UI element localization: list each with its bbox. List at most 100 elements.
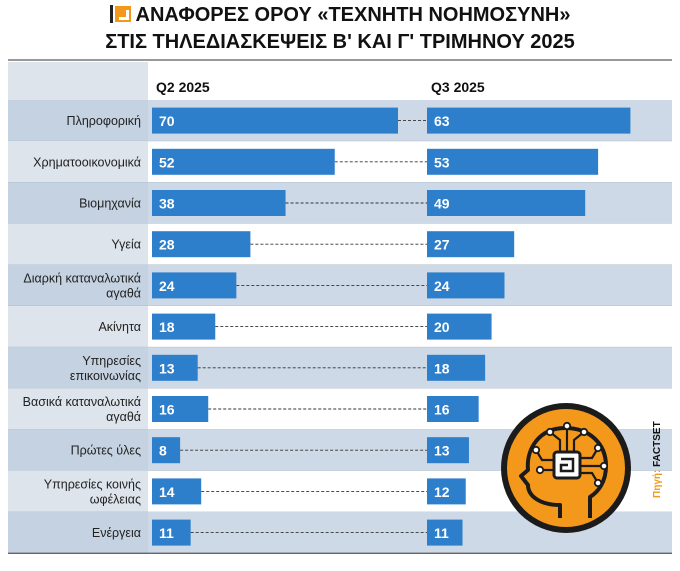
row-label-bg bbox=[8, 429, 148, 471]
bar-q3 bbox=[427, 519, 463, 546]
bar-q2 bbox=[152, 354, 198, 381]
title-line-2: ΣΤΙΣ ΤΗΛΕΔΙΑΣΚΕΨΕΙΣ Β' ΚΑΙ Γ' ΤΡΙΜΗΝΟΥ 2… bbox=[105, 31, 575, 53]
bar-value-label: 53 bbox=[434, 154, 450, 170]
bar-q2 bbox=[152, 190, 286, 216]
bar-q3 bbox=[427, 231, 515, 258]
category-label: Πληροφορική bbox=[67, 114, 141, 128]
icon-circuit-node bbox=[562, 421, 572, 431]
bar-value-label: 13 bbox=[434, 443, 450, 459]
category-label-line: Βιομηχανία bbox=[79, 197, 141, 211]
bar-q2 bbox=[152, 107, 398, 134]
source-prefix: Πηγή: bbox=[652, 469, 663, 498]
bar-q3 bbox=[427, 148, 599, 175]
row-label-bg bbox=[8, 306, 148, 348]
category-label-line: Υπηρεσίες bbox=[82, 354, 141, 368]
bar-value-label: 70 bbox=[159, 113, 175, 129]
bar-q2 bbox=[152, 396, 209, 422]
bar-q3 bbox=[427, 313, 492, 340]
icon-circuit-node bbox=[531, 445, 541, 455]
column-headers: Q2 2025 Q3 2025 bbox=[8, 59, 672, 554]
newspaper-logo-icon bbox=[109, 4, 132, 24]
row-label-bg bbox=[8, 512, 148, 554]
bar-value-label: 20 bbox=[434, 319, 450, 335]
bar-value-label: 38 bbox=[159, 196, 175, 212]
bar-q2 bbox=[152, 148, 335, 175]
bar-q2 bbox=[152, 519, 191, 546]
ai-brain-chip-icon bbox=[501, 403, 631, 533]
row-label-bg bbox=[8, 470, 148, 512]
category-label-line: Βασικά καταναλωτικά bbox=[23, 395, 141, 409]
category-label-line: Χρηματοοικονομικά bbox=[33, 155, 141, 169]
bar-q3 bbox=[427, 396, 479, 422]
bar-q3 bbox=[427, 107, 631, 134]
bar-value-label: 16 bbox=[434, 402, 450, 418]
icon-circuit-node bbox=[535, 465, 545, 475]
series-header-1: Q2 2025 bbox=[156, 79, 210, 95]
bar-value-label: 63 bbox=[434, 113, 450, 129]
category-label-line: Υπηρεσίες κοινής bbox=[44, 477, 141, 491]
bar-value-label: 8 bbox=[159, 443, 167, 459]
bar-value-label: 11 bbox=[159, 525, 174, 541]
bar-value-label: 28 bbox=[159, 237, 175, 253]
bar-q3 bbox=[427, 437, 469, 464]
bar-q3 bbox=[427, 190, 586, 216]
category-label: Υγεία bbox=[111, 238, 141, 252]
category-label: Βασικά καταναλωτικά αγαθά bbox=[23, 395, 141, 424]
category-label: Πρώτες ύλες bbox=[71, 444, 141, 458]
header-label-band bbox=[8, 62, 148, 100]
bar-q2 bbox=[152, 272, 237, 299]
title-line-1: ΑΝΑΦΟΡΕΣ ΟΡΟΥ «ΤΕΧΝΗΤΗ ΝΟΗΜΟΣΥΝΗ» bbox=[0, 2, 680, 29]
bar-q2 bbox=[152, 478, 202, 505]
bar-value-label: 14 bbox=[159, 484, 175, 500]
bar-value-label: 52 bbox=[159, 154, 175, 170]
bar-value-label: 18 bbox=[434, 360, 450, 376]
category-label-line: αγαθά bbox=[106, 286, 141, 300]
category-label: Ενέργεια bbox=[92, 526, 141, 540]
bar-value-label: 27 bbox=[434, 237, 450, 253]
icon-circuit-node bbox=[579, 427, 589, 437]
row-label-bg bbox=[8, 388, 148, 430]
category-labels: Πληροφορική Χρηματοοικονομικά Βιομηχανία Υγ… bbox=[23, 114, 141, 540]
icon-circuit-node bbox=[593, 443, 603, 453]
icon-circuit-node bbox=[545, 427, 555, 437]
category-label-line: Πρώτες ύλες bbox=[71, 444, 141, 458]
bar-value-label: 12 bbox=[434, 484, 450, 500]
dashed-connectors bbox=[180, 120, 427, 534]
source-name: FACTSET bbox=[652, 421, 663, 467]
row-label-bg bbox=[8, 141, 148, 183]
category-label: Χρηματοοικονομικά bbox=[33, 155, 141, 169]
category-label-line: Ακίνητα bbox=[98, 320, 141, 334]
category-label-line: αγαθά bbox=[106, 410, 141, 424]
row-backgrounds bbox=[8, 100, 672, 554]
row-label-bg bbox=[8, 264, 148, 306]
bar-value-label: 13 bbox=[159, 360, 175, 376]
category-label: Ακίνητα bbox=[98, 320, 141, 334]
icon-circuit-node bbox=[599, 461, 609, 471]
icon-chip-spiral bbox=[559, 457, 575, 473]
category-label-line: Διαρκή καταναλωτικά bbox=[23, 271, 141, 285]
bar-q3 bbox=[427, 354, 486, 381]
bar-value-label: 24 bbox=[159, 278, 175, 294]
title-text-1: ΑΝΑΦΟΡΕΣ ΟΡΟΥ «ΤΕΧΝΗΤΗ ΝΟΗΜΟΣΥΝΗ» bbox=[135, 4, 571, 26]
category-label: Βιομηχανία bbox=[79, 197, 141, 211]
source-note: Πηγή: FACTSET bbox=[652, 421, 670, 498]
row-label-bg bbox=[8, 182, 148, 224]
category-label: Υπηρεσίες επικοινωνίας bbox=[70, 354, 141, 383]
icon-circuit-trace bbox=[572, 431, 585, 452]
row-label-bg bbox=[8, 223, 148, 265]
category-label-line: ωφέλειας bbox=[90, 492, 141, 506]
icon-circuit-trace bbox=[549, 431, 562, 452]
bars: 70 63 52 53 38 49 28 27 24 24 18 20 13 18 16 16 8 13 14 12 1… bbox=[152, 107, 631, 546]
category-label-line: Ενέργεια bbox=[92, 526, 141, 540]
category-label-line: Πληροφορική bbox=[67, 114, 141, 128]
series-header-2: Q3 2025 bbox=[431, 79, 485, 95]
icon-circuit-node bbox=[593, 478, 603, 488]
category-label: Διαρκή καταναλωτικά αγαθά bbox=[23, 271, 141, 300]
bar-value-label: 11 bbox=[434, 525, 449, 541]
chart-title: ΑΝΑΦΟΡΕΣ ΟΡΟΥ «ΤΕΧΝΗΤΗ ΝΟΗΜΟΣΥΝΗ» ΣΤΙΣ Τ… bbox=[0, 2, 680, 56]
bar-value-label: 49 bbox=[434, 196, 450, 212]
bar-q3 bbox=[427, 478, 466, 505]
row-label-bg bbox=[8, 347, 148, 389]
bar-q2 bbox=[152, 437, 181, 464]
bar-value-label: 18 bbox=[159, 319, 175, 335]
